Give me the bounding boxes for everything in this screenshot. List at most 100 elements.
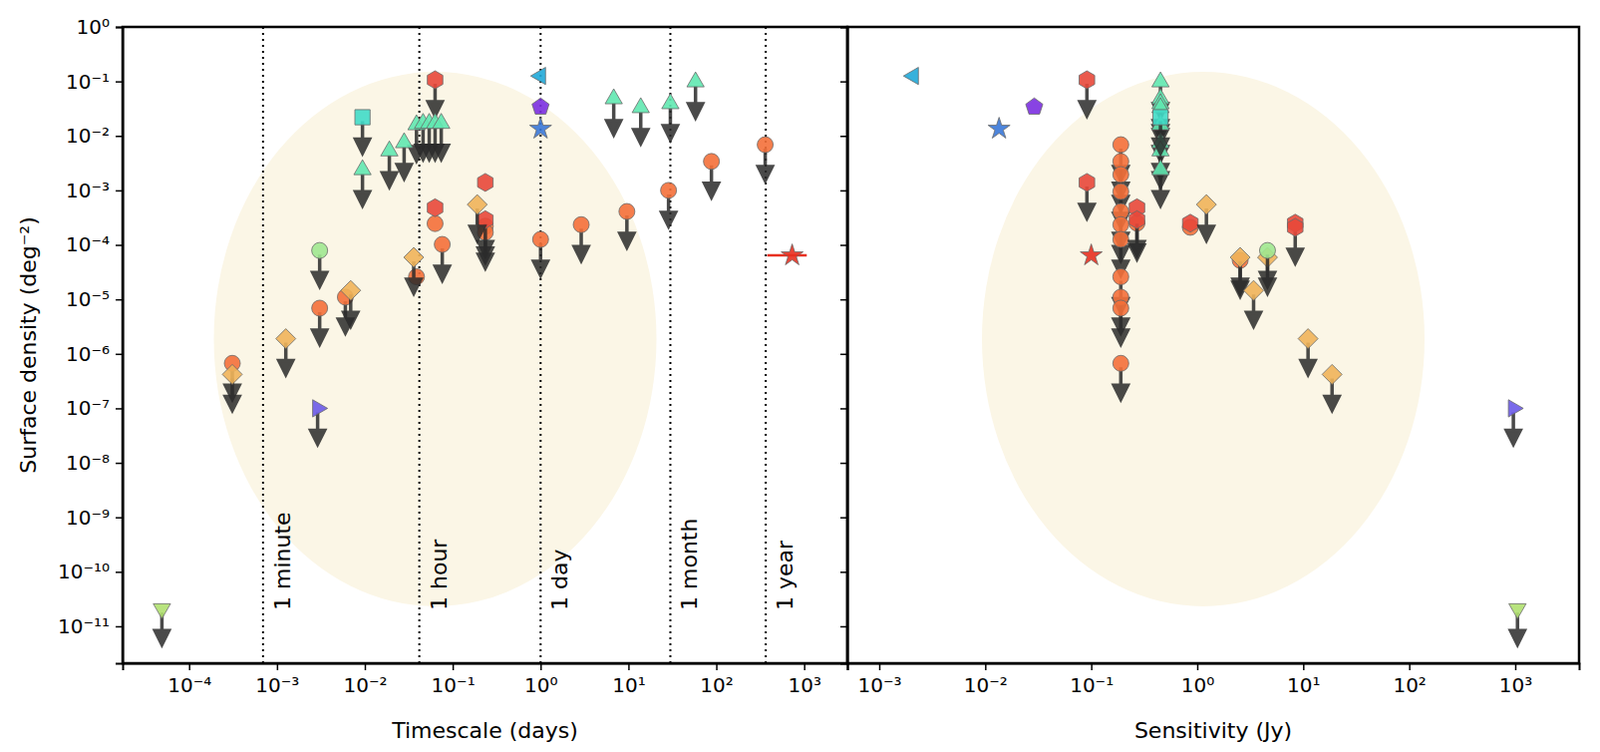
- series: [224, 136, 774, 399]
- reference-label: 1 day: [547, 549, 573, 611]
- tick-label: 10⁻⁹: [65, 505, 110, 530]
- series: [1080, 244, 1103, 266]
- upper-limit-arrow: [355, 121, 370, 154]
- x-tick: 10²: [1392, 662, 1426, 697]
- panel: 10⁻⁴10⁻³10⁻²10⁻¹10⁰10¹10²10³10⁰10⁻¹10⁻²1…: [15, 14, 849, 743]
- plot-area: [153, 26, 808, 663]
- point: [757, 136, 774, 153]
- point: [632, 97, 649, 113]
- reference-label: 1 month: [676, 518, 702, 611]
- point: [532, 97, 550, 114]
- point: [661, 93, 679, 109]
- series: [767, 244, 808, 266]
- series: [222, 194, 488, 410]
- point: [529, 117, 552, 139]
- y-tick: 10⁻⁸: [65, 450, 123, 475]
- point: [380, 140, 398, 156]
- point: [403, 247, 424, 268]
- upper-limit-arrow: [620, 215, 635, 248]
- point: [1112, 216, 1129, 233]
- axis-line: [123, 663, 849, 671]
- point: [153, 603, 171, 619]
- chart: 10⁻⁴10⁻³10⁻²10⁻¹10⁰10¹10²10³10⁰10⁻¹10⁻²1…: [0, 0, 1600, 752]
- tick-label: 10²: [699, 672, 733, 697]
- tick-label: 10⁻⁶: [65, 341, 110, 366]
- x-tick: 10¹: [1286, 662, 1320, 697]
- backdrop: [981, 71, 1425, 607]
- reference-line: [764, 26, 767, 663]
- series: [1506, 399, 1524, 445]
- point: [1286, 218, 1303, 237]
- plot-area: [903, 66, 1527, 644]
- point: [703, 153, 720, 170]
- upper-limit-arrow: [435, 248, 450, 281]
- y-tick: 10⁻⁷: [65, 395, 123, 420]
- y-tick: 10⁻⁶: [65, 341, 123, 366]
- series: [354, 109, 370, 154]
- series: [1151, 71, 1169, 206]
- x-tick: 10⁰: [1181, 662, 1215, 697]
- tick-label: 10⁻³: [65, 178, 110, 203]
- upper-limit-arrow: [382, 154, 397, 187]
- point: [1259, 242, 1276, 259]
- x-tick: 10⁻³: [857, 662, 902, 697]
- series: [312, 242, 328, 287]
- point: [276, 328, 297, 349]
- x-tick: 10¹: [612, 662, 645, 697]
- x-tick: 10³: [1499, 662, 1533, 697]
- series: [1079, 70, 1304, 264]
- series: [153, 603, 171, 644]
- tick-label: 10⁻³: [255, 672, 300, 697]
- tick-label: 10⁰: [524, 672, 558, 697]
- point: [1079, 70, 1096, 89]
- y-tick: 10⁻¹¹: [57, 614, 123, 639]
- x-tick: 10⁻³: [255, 662, 300, 697]
- tick-label: 10⁻⁴: [65, 232, 110, 257]
- point: [1230, 247, 1251, 268]
- series: [903, 66, 919, 84]
- point: [427, 70, 444, 89]
- point: [903, 66, 919, 84]
- tick-label: 10¹: [612, 672, 645, 697]
- point: [340, 280, 361, 301]
- point: [532, 231, 549, 248]
- x-axis-title: Timescale (days): [390, 717, 579, 743]
- y-tick: 10⁻¹⁰: [57, 559, 123, 584]
- y-tick: 10⁻³: [65, 178, 123, 203]
- point: [312, 242, 328, 259]
- tick-label: 10¹: [1286, 672, 1320, 697]
- point: [1182, 214, 1199, 233]
- tick-label: 10²: [1392, 672, 1426, 697]
- tick-label: 10⁰: [76, 14, 110, 39]
- y-tick: 10⁻⁴: [65, 232, 123, 257]
- point: [432, 113, 450, 129]
- point: [1297, 328, 1318, 349]
- point: [686, 71, 704, 87]
- series: [427, 70, 494, 256]
- reference-line: [262, 26, 265, 663]
- tick-label: 10⁻³: [857, 672, 902, 697]
- point: [1025, 97, 1043, 114]
- tick-label: 10⁻¹: [1069, 672, 1114, 697]
- y-tick: 10⁻⁹: [65, 505, 123, 530]
- series: [529, 117, 552, 139]
- reference-label: 1 year: [772, 539, 798, 611]
- point: [395, 132, 413, 148]
- tick-label: 10⁻¹: [65, 69, 110, 94]
- point: [1080, 244, 1103, 266]
- panel: 10⁻³10⁻²10⁻¹10⁰10¹10²10³Sensitivity (Jy): [840, 26, 1581, 743]
- tick-label: 10⁻⁴: [167, 672, 212, 697]
- point: [1112, 183, 1129, 200]
- y-tick: 10⁻¹: [65, 69, 123, 94]
- upper-limit-arrow: [607, 102, 622, 135]
- point: [1129, 210, 1146, 229]
- plot-frame: [847, 26, 1580, 663]
- point: [312, 300, 328, 317]
- upper-limit-arrow: [1153, 121, 1168, 154]
- series: [530, 66, 546, 84]
- point: [1112, 268, 1129, 285]
- y-tick: 10⁰: [76, 14, 123, 39]
- tick-label: 10⁻¹¹: [57, 614, 110, 639]
- x-axis-title: Sensitivity (Jy): [1134, 717, 1292, 743]
- axis-line: [848, 663, 1581, 671]
